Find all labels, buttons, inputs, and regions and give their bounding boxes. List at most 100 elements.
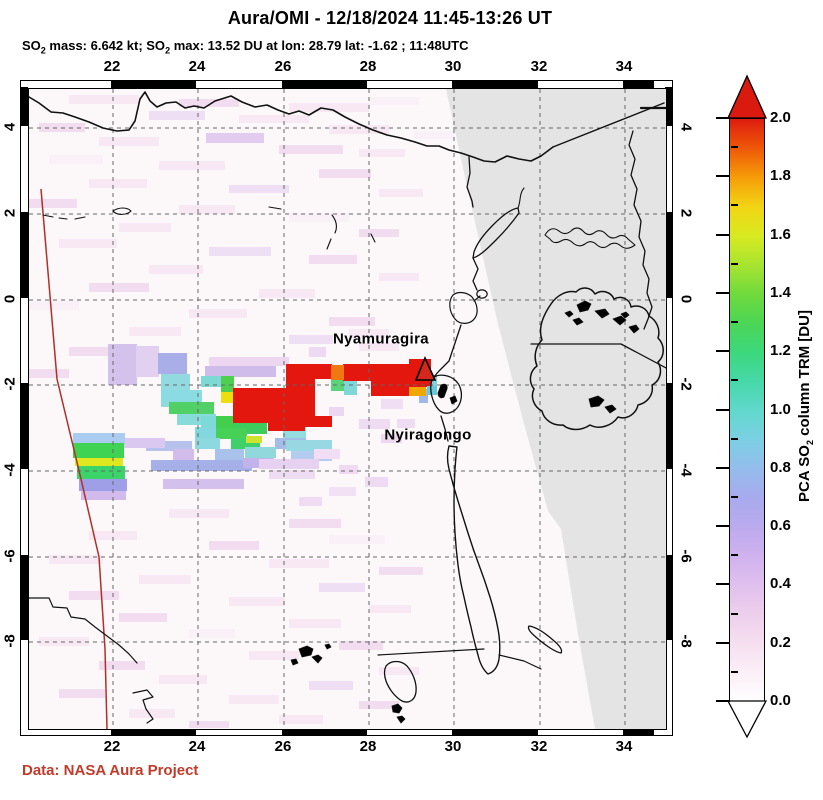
frame-segment (21, 469, 28, 555)
plume-pixel (205, 366, 276, 377)
colorbar-tick-label: 0.6 (770, 517, 791, 535)
streak-rect (119, 613, 167, 622)
plume-pixel (283, 427, 306, 438)
plume-pixel (343, 364, 409, 381)
colorbar-major-tick (716, 117, 730, 119)
lat-tick-label-right: 0 (677, 294, 695, 304)
lon-tick-label-bottom: 22 (103, 738, 121, 755)
lon-tick-label-bottom: 24 (188, 738, 206, 755)
lon-tick-label-top: 30 (444, 58, 462, 75)
colorbar-minor-tick (731, 379, 738, 382)
geo-path (529, 287, 664, 431)
plume-pixel (329, 407, 344, 416)
lon-tick-label-top: 26 (274, 58, 292, 75)
streak-rect (139, 575, 191, 584)
colorbar-major-tick (716, 350, 730, 353)
streak-rect (99, 137, 159, 146)
geo-path (377, 648, 542, 670)
streak-rect (259, 289, 315, 298)
plume-pixel (233, 423, 267, 434)
colorbar-minor-tick (731, 670, 738, 673)
streak-rect (309, 255, 357, 264)
colorbar-minor-tick (731, 321, 738, 324)
streak-rect (189, 629, 235, 638)
colorbar-tick-label: 0.8 (770, 458, 791, 476)
streak-rect (279, 145, 343, 154)
lat-tick-label-left: 2 (1, 208, 19, 218)
streak-rect (89, 179, 147, 188)
frame-segment (27, 728, 111, 735)
streak-rect (209, 541, 259, 550)
plume-pixel (173, 449, 194, 460)
plume-pixel (314, 449, 340, 459)
streak-rect (379, 189, 423, 197)
lat-tick-label-left: -8 (1, 634, 19, 648)
plume-pixel (73, 443, 124, 458)
plume-pixel (339, 465, 358, 474)
frame-segment (282, 728, 367, 735)
plume-pixel (75, 458, 123, 466)
colorbar-underflow-arrow-icon (726, 700, 768, 739)
plume-pixel (221, 392, 233, 403)
streak-rect (59, 689, 105, 698)
plume-pixel (215, 449, 244, 460)
streak-rect (179, 99, 239, 107)
colorbar-tick-label: 1.6 (770, 225, 791, 243)
plume-pixel (79, 479, 127, 491)
plume-pixel (259, 459, 319, 469)
streak-rect (189, 721, 229, 728)
plume-pixel (161, 390, 202, 403)
streak-rect (379, 273, 419, 281)
plume-pixel (243, 458, 274, 468)
frame-segment (538, 81, 623, 88)
lat-tick-label-left: -6 (1, 549, 19, 563)
streak-rect (319, 169, 371, 178)
streak-rect (359, 343, 399, 351)
geo-path (517, 187, 525, 209)
colorbar-tick-label: 0.0 (770, 692, 791, 709)
streak-rect (119, 223, 171, 232)
plume-pixel (427, 386, 437, 395)
streak-rect (329, 125, 389, 134)
frame-segment (665, 555, 672, 640)
colorbar-major-tick (716, 466, 730, 469)
plume-pixel (201, 376, 221, 387)
frame-segment (665, 126, 672, 212)
plume-pixel (245, 447, 276, 458)
frame-segment (196, 728, 282, 735)
map-canvas: Nyamuragira Nyiragongo (28, 88, 667, 730)
streak-rect (369, 605, 411, 613)
frame-segment (623, 728, 654, 735)
lat-tick-label-right: 4 (677, 122, 695, 132)
streak-rect (339, 641, 383, 650)
plume-pixel (195, 427, 216, 439)
streak-rect (359, 701, 399, 709)
lat-tick-label-left: 4 (1, 122, 19, 132)
streak-rect (189, 309, 247, 318)
volcano-label-nyamuragira: Nyamuragira (332, 330, 430, 348)
colorbar-minor-tick (731, 612, 738, 615)
plume-pixel (409, 387, 426, 396)
colorbar-major-tick (716, 641, 730, 644)
frame-segment (665, 298, 672, 383)
geo-path (29, 597, 138, 664)
plume-pixel (331, 380, 344, 391)
frame-segment (196, 81, 282, 88)
plume-pixel (124, 438, 165, 448)
frame-segment (665, 640, 672, 727)
frame-segment (654, 728, 666, 735)
plume-pixel (216, 428, 247, 439)
map-frame: Nyamuragira Nyiragongo (20, 80, 673, 736)
streak-rect (89, 283, 149, 292)
lat-tick-label-right: -6 (677, 549, 695, 563)
colorbar-arrows (726, 74, 768, 739)
lon-tick-label-top: 22 (103, 58, 121, 75)
plume-pixel (215, 416, 234, 429)
plume-pixel (296, 416, 332, 427)
streak-rect (149, 265, 203, 274)
lon-tick-label-top: 28 (359, 58, 377, 75)
plume-pixel (299, 497, 322, 506)
plume-pixel (158, 353, 187, 374)
frame-segment (21, 212, 28, 298)
colorbar-minor-tick (731, 262, 738, 265)
